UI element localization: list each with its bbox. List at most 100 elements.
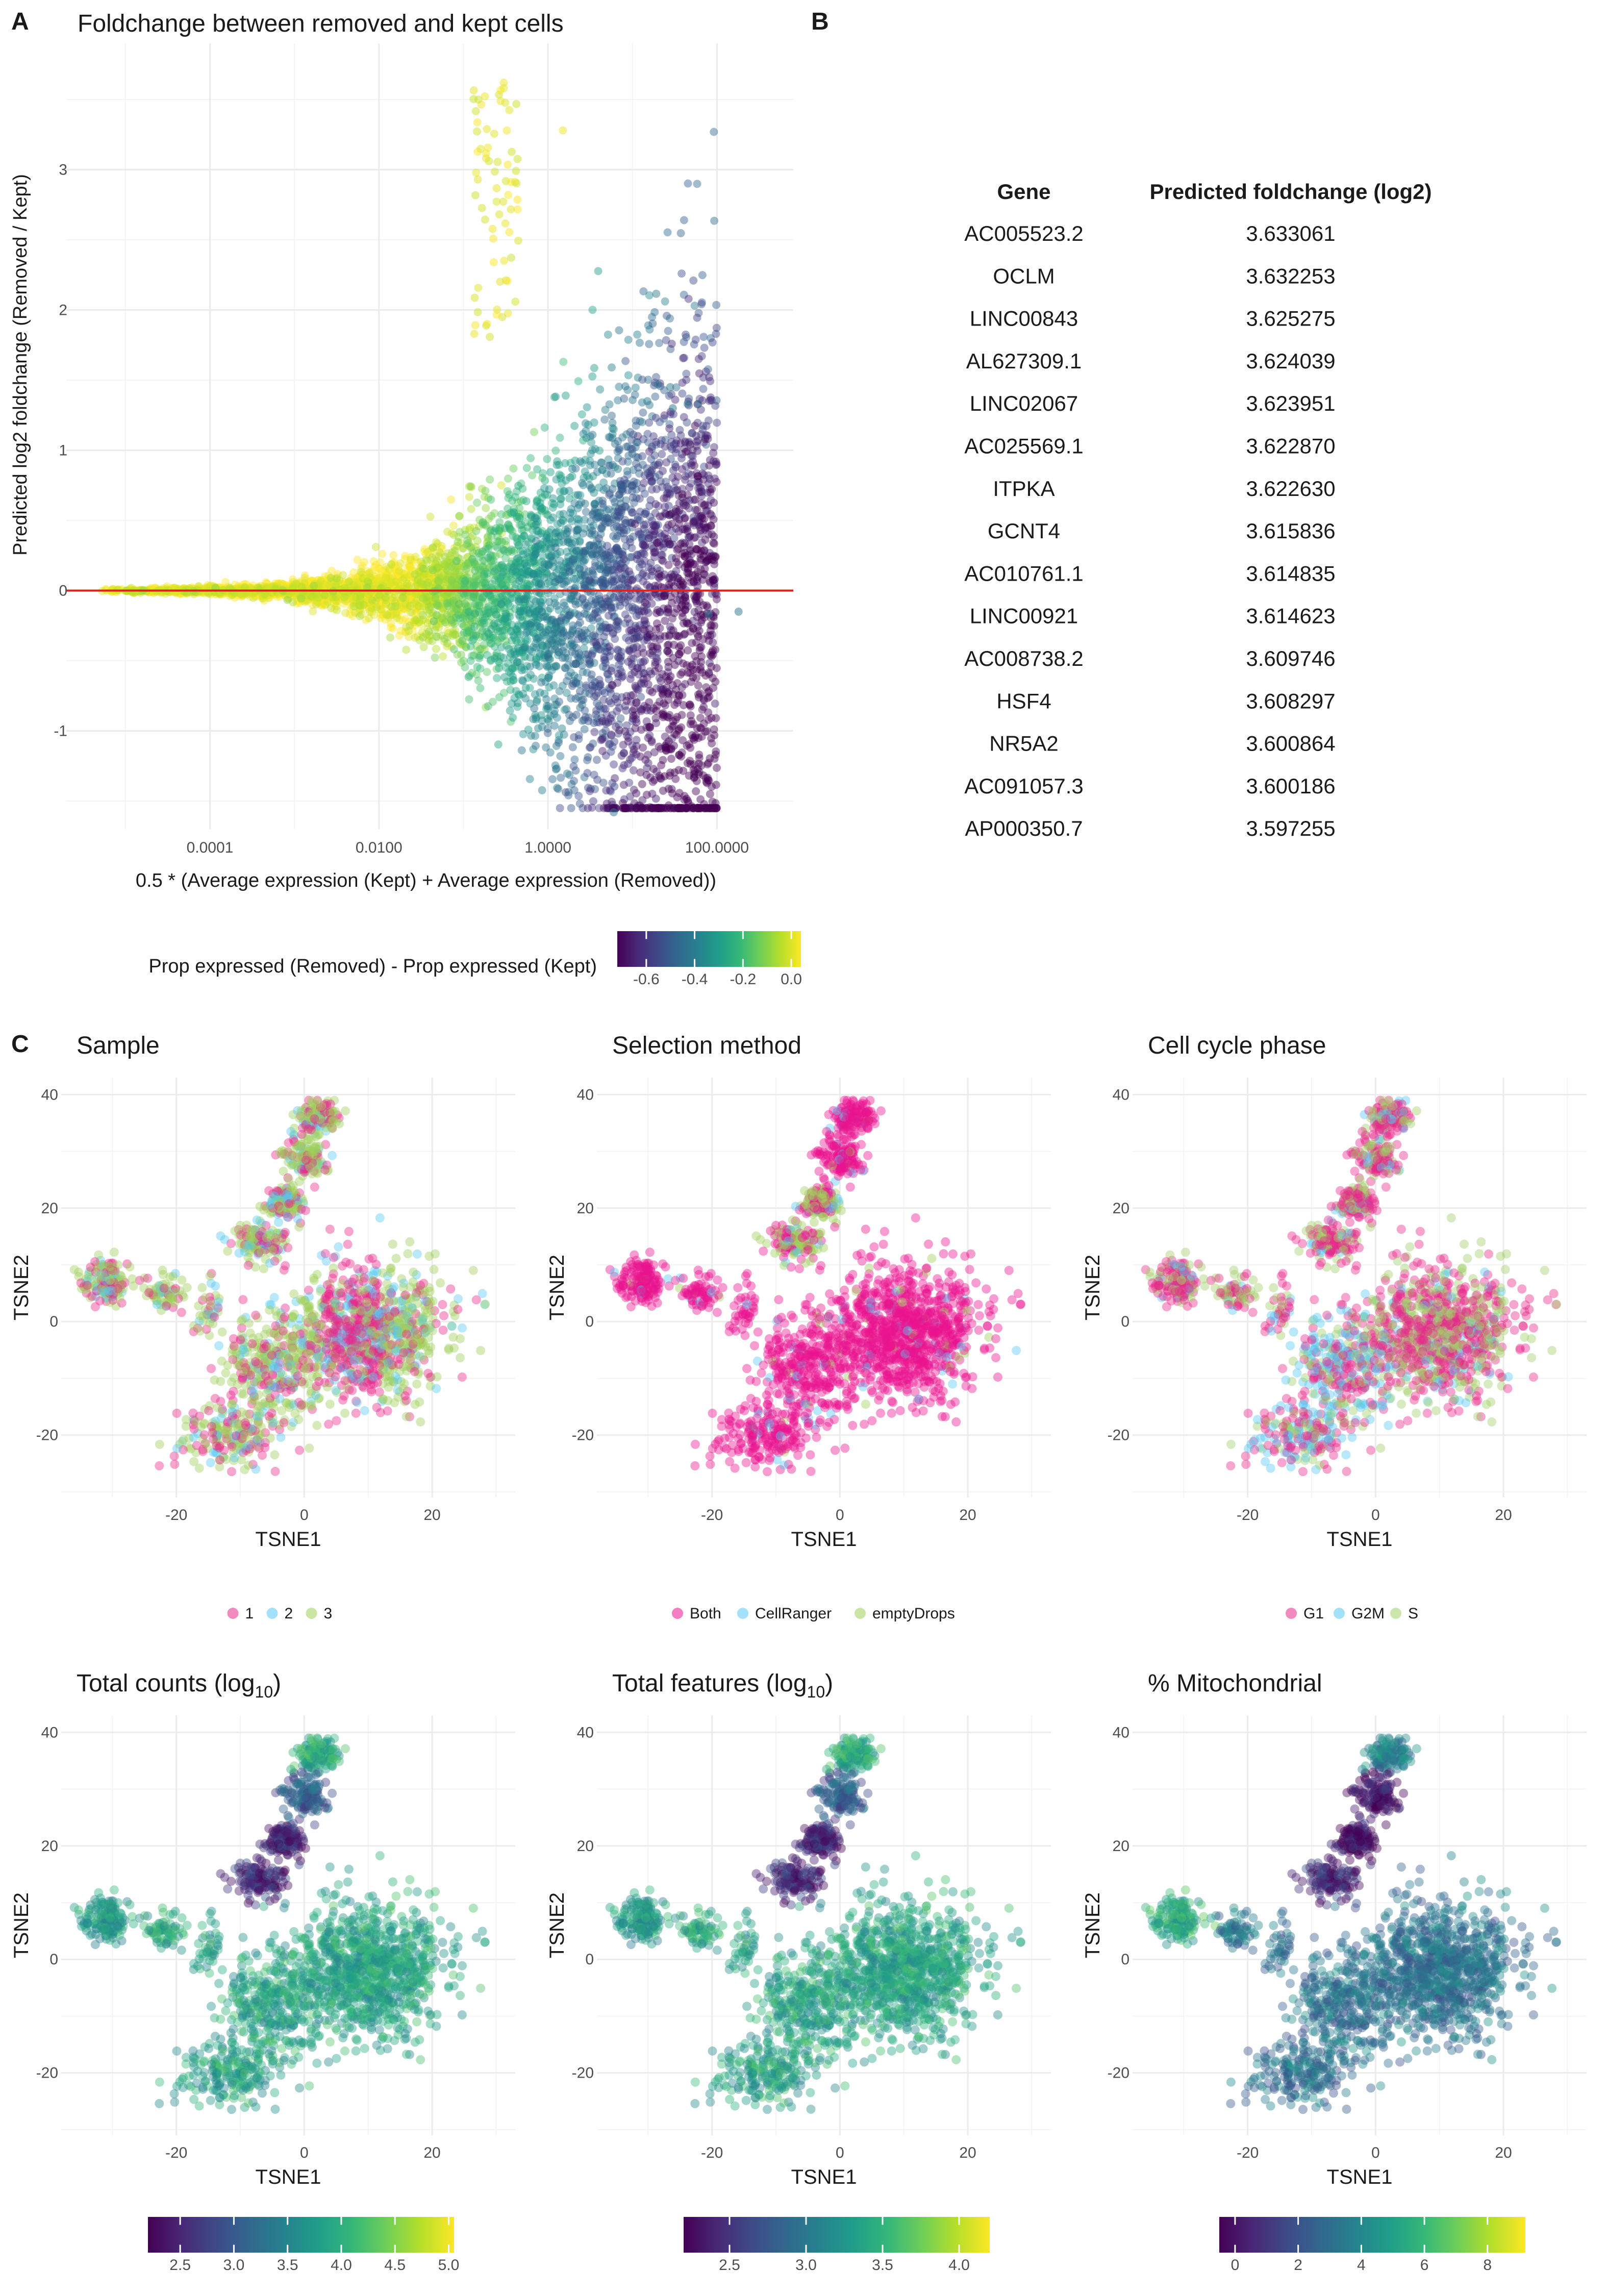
- plot-a-point: [392, 614, 401, 622]
- plot-a-point: [555, 697, 563, 706]
- plot-a-point: [711, 678, 720, 686]
- plot-a-point: [615, 446, 623, 455]
- plot-a-point: [520, 532, 529, 540]
- plot-a-point: [610, 760, 618, 769]
- plot-a-point: [599, 804, 608, 812]
- plot-a-point: [493, 543, 501, 552]
- plot-a-point: [605, 491, 614, 499]
- plot-a-point: [698, 271, 707, 280]
- plot-a-point: [561, 654, 569, 662]
- plot-a-point: [406, 621, 414, 630]
- plot-a-point: [526, 662, 534, 671]
- plot-a-point: [378, 566, 387, 575]
- plot-a-point: [517, 520, 525, 529]
- plot-a-point: [450, 546, 459, 555]
- plot-a-point: [632, 789, 641, 797]
- plot-a-point: [605, 400, 614, 409]
- plot-a-point: [699, 333, 708, 341]
- plot-a-point: [650, 527, 659, 535]
- plot-a-point: [517, 746, 526, 755]
- plot-a-point: [312, 590, 320, 599]
- plot-a-point: [598, 717, 607, 726]
- plot-a-point: [390, 558, 398, 567]
- plot-a-point: [680, 413, 688, 421]
- plot-a-point: [712, 478, 721, 486]
- plot-a-point: [675, 506, 684, 515]
- plot-a-point: [639, 569, 648, 578]
- plot-a-point: [551, 392, 560, 401]
- plot-a-point: [633, 555, 641, 563]
- plot-a-point: [238, 581, 247, 589]
- plot-a-point: [325, 591, 334, 600]
- plot-a-point: [522, 628, 531, 637]
- plot-a-point: [630, 745, 638, 754]
- plot-a-point: [643, 673, 651, 682]
- plot-a-point: [543, 455, 551, 463]
- plot-a-point: [658, 450, 666, 459]
- plot-a-point: [403, 580, 412, 588]
- plot-a-point: [533, 465, 541, 473]
- plot-a-point: [625, 647, 634, 655]
- plot-a-point: [548, 775, 557, 784]
- plot-a-point: [678, 465, 686, 473]
- plot-a-point: [590, 728, 599, 736]
- plot-a-point: [392, 575, 401, 583]
- plot-a-point: [497, 481, 506, 490]
- plot-a-point: [613, 512, 621, 520]
- plot-a-point: [307, 592, 316, 600]
- plot-a-point: [556, 557, 564, 565]
- plot-a-point: [428, 553, 437, 562]
- plot-a-point: [341, 580, 350, 588]
- plot-a-point: [666, 510, 675, 518]
- plot-a-point: [557, 495, 565, 504]
- plot-a-point: [307, 591, 315, 600]
- plot-a-point: [508, 594, 516, 603]
- plot-a-point: [543, 729, 552, 737]
- plot-a-point: [647, 738, 656, 746]
- plot-a-point: [592, 706, 600, 715]
- plot-a-point: [710, 128, 718, 136]
- plot-a-point: [575, 687, 584, 695]
- plot-a-point: [641, 598, 649, 607]
- plot-a-point: [616, 654, 624, 663]
- plot-a-point: [631, 519, 639, 528]
- plot-a-point: [579, 529, 587, 538]
- plot-a-point: [664, 561, 673, 569]
- plot-a-point: [340, 593, 348, 602]
- plot-a-point: [516, 607, 525, 615]
- plot-a-point: [368, 596, 376, 605]
- plot-a-point: [651, 392, 660, 401]
- plot-a-point: [705, 461, 714, 470]
- plot-a-point: [499, 654, 508, 662]
- plot-a-point: [580, 725, 589, 734]
- plot-a-point: [634, 528, 643, 536]
- plot-a-point: [690, 518, 698, 526]
- plot-a-point: [565, 567, 574, 576]
- plot-a-point: [514, 554, 522, 563]
- plot-a-point: [511, 493, 520, 502]
- plot-a-point: [513, 699, 522, 707]
- plot-a-point: [650, 308, 659, 316]
- plot-a-point: [321, 572, 329, 581]
- plot-a-point: [671, 554, 680, 562]
- plot-a-point: [567, 804, 575, 812]
- plot-a-point: [651, 438, 660, 446]
- plot-a-point: [593, 756, 601, 764]
- plot-a-point: [556, 752, 565, 760]
- plot-a-point: [307, 580, 315, 589]
- plot-a-point: [634, 432, 642, 440]
- plot-a-point: [667, 339, 676, 348]
- plot-a-point: [253, 592, 261, 601]
- plot-a-point: [640, 557, 649, 565]
- plot-a-point: [647, 466, 656, 475]
- plot-a-point: [656, 512, 664, 521]
- plot-a-point: [526, 670, 535, 679]
- plot-a-point: [393, 576, 402, 584]
- plot-a-point: [371, 561, 380, 569]
- plot-a-point: [626, 538, 635, 546]
- plot-a-point: [606, 739, 614, 748]
- plot-a-point: [552, 475, 561, 484]
- plot-a-point: [407, 562, 416, 571]
- plot-a-point: [710, 498, 718, 507]
- plot-a-point: [365, 572, 373, 581]
